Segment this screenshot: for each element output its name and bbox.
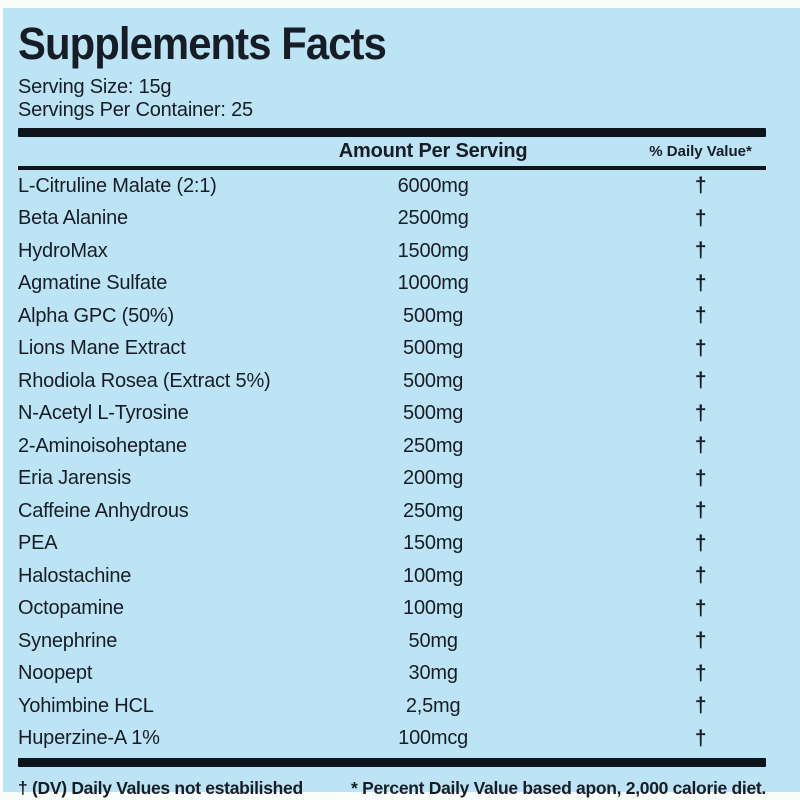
table-row: Synephrine 50mg † — [18, 625, 766, 658]
ingredient-amount: 6000mg — [397, 174, 469, 197]
ingredient-daily-value-dagger: † — [694, 401, 707, 425]
bottom-divider-bar — [18, 758, 766, 767]
ingredient-name: Huperzine-A 1% — [18, 727, 160, 750]
ingredient-name: Alpha GPC (50%) — [18, 304, 174, 327]
ingredient-amount: 1000mg — [397, 272, 469, 295]
ingredient-name: Caffeine Anhydrous — [18, 499, 189, 522]
table-row: Noopept 30mg † — [18, 658, 766, 691]
ingredient-daily-value-dagger: † — [694, 564, 707, 588]
ingredient-daily-value-dagger: † — [694, 694, 707, 718]
table-row: 2-Aminoisoheptane 250mg † — [18, 430, 766, 463]
ingredient-name: Synephrine — [18, 629, 118, 652]
ingredient-daily-value-dagger: † — [694, 369, 707, 393]
ingredient-daily-value-dagger: † — [694, 304, 707, 328]
daily-value-footnote: † (DV) Daily Values not estabilished — [18, 778, 303, 798]
table-row: Yohimbine HCL 2,5mg † — [18, 690, 766, 723]
ingredient-name: Rhodiola Rosea (Extract 5%) — [18, 369, 271, 392]
table-row: HydroMax 1500mg † — [18, 235, 766, 268]
ingredient-amount: 2,5mg — [405, 694, 461, 717]
percent-daily-value-footnote: * Percent Daily Value based apon, 2,000 … — [351, 778, 766, 798]
ingredient-daily-value-dagger: † — [694, 726, 707, 750]
ingredient-name: Beta Alanine — [18, 207, 128, 230]
ingredient-name: Agmatine Sulfate — [18, 272, 168, 295]
table-row: N-Acetyl L-Tyrosine 500mg † — [18, 398, 766, 431]
ingredient-name: Eria Jarensis — [18, 467, 131, 490]
ingredient-amount: 500mg — [403, 337, 464, 360]
ingredient-daily-value-dagger: † — [694, 531, 707, 555]
ingredient-daily-value-dagger: † — [694, 239, 707, 263]
table-header-row: Amount Per Serving % Daily Value* — [18, 137, 766, 166]
ingredient-name: 2-Aminoisoheptane — [18, 434, 187, 457]
ingredient-amount: 200mg — [403, 467, 464, 490]
ingredient-name: Noopept — [18, 662, 93, 685]
ingredient-daily-value-dagger: † — [694, 206, 707, 230]
daily-value-header: % Daily Value* — [649, 143, 752, 160]
table-body: L-Citruline Malate (2:1) 6000mg † Beta A… — [18, 170, 766, 755]
ingredient-name: N-Acetyl L-Tyrosine — [18, 402, 189, 425]
supplement-facts-panel: Supplements Facts Serving Size: 15g Serv… — [3, 8, 800, 798]
ingredient-daily-value-dagger: † — [694, 174, 707, 198]
ingredient-amount: 100mg — [403, 597, 464, 620]
table-row: Lions Mane Extract 500mg † — [18, 333, 766, 366]
ingredient-name: Yohimbine HCL — [18, 694, 154, 717]
ingredient-name: L-Citruline Malate (2:1) — [18, 174, 217, 197]
ingredient-name: PEA — [18, 532, 58, 555]
ingredient-daily-value-dagger: † — [694, 661, 707, 685]
table-row: Agmatine Sulfate 1000mg † — [18, 268, 766, 301]
ingredient-amount: 100mcg — [398, 727, 469, 750]
ingredient-name: Octopamine — [18, 597, 124, 620]
table-row: Caffeine Anhydrous 250mg † — [18, 495, 766, 528]
header-divider-rule — [18, 166, 766, 170]
table-row: Rhodiola Rosea (Extract 5%) 500mg † — [18, 365, 766, 398]
table-row: PEA 150mg † — [18, 528, 766, 561]
ingredient-daily-value-dagger: † — [694, 499, 707, 523]
table-row: Huperzine-A 1% 100mcg † — [18, 723, 766, 756]
table-row: Beta Alanine 2500mg † — [18, 203, 766, 236]
ingredient-amount: 500mg — [403, 402, 464, 425]
ingredient-amount: 250mg — [403, 434, 464, 457]
ingredient-amount: 50mg — [408, 629, 458, 652]
ingredient-name: Halostachine — [18, 564, 132, 587]
ingredient-amount: 500mg — [403, 369, 464, 392]
ingredient-daily-value-dagger: † — [694, 596, 707, 620]
table-row: L-Citruline Malate (2:1) 6000mg † — [18, 170, 766, 203]
ingredient-amount: 100mg — [403, 564, 464, 587]
table-row: Octopamine 100mg † — [18, 593, 766, 626]
ingredient-daily-value-dagger: † — [694, 466, 707, 490]
ingredient-daily-value-dagger: † — [694, 434, 707, 458]
ingredient-amount: 250mg — [403, 499, 464, 522]
serving-size-text: Serving Size: 15g — [18, 76, 172, 98]
top-divider-bar — [18, 128, 766, 137]
ingredient-daily-value-dagger: † — [694, 629, 707, 653]
table-row: Alpha GPC (50%) 500mg † — [18, 300, 766, 333]
ingredient-amount: 500mg — [403, 304, 464, 327]
table-row: Halostachine 100mg † — [18, 560, 766, 593]
ingredient-daily-value-dagger: † — [694, 336, 707, 360]
ingredient-amount: 30mg — [408, 662, 458, 685]
ingredient-amount: 2500mg — [397, 207, 469, 230]
ingredient-name: HydroMax — [18, 239, 108, 262]
table-row: Eria Jarensis 200mg † — [18, 463, 766, 496]
ingredient-amount: 1500mg — [397, 239, 469, 262]
footnotes: † (DV) Daily Values not estabilished * P… — [18, 778, 766, 799]
ingredient-daily-value-dagger: † — [694, 271, 707, 295]
page-title: Supplements Facts — [18, 18, 387, 69]
ingredient-name: Lions Mane Extract — [18, 337, 186, 360]
amount-per-serving-header: Amount Per Serving — [338, 140, 528, 162]
servings-per-container-text: Servings Per Container: 25 — [18, 99, 253, 121]
ingredient-amount: 150mg — [403, 532, 464, 555]
